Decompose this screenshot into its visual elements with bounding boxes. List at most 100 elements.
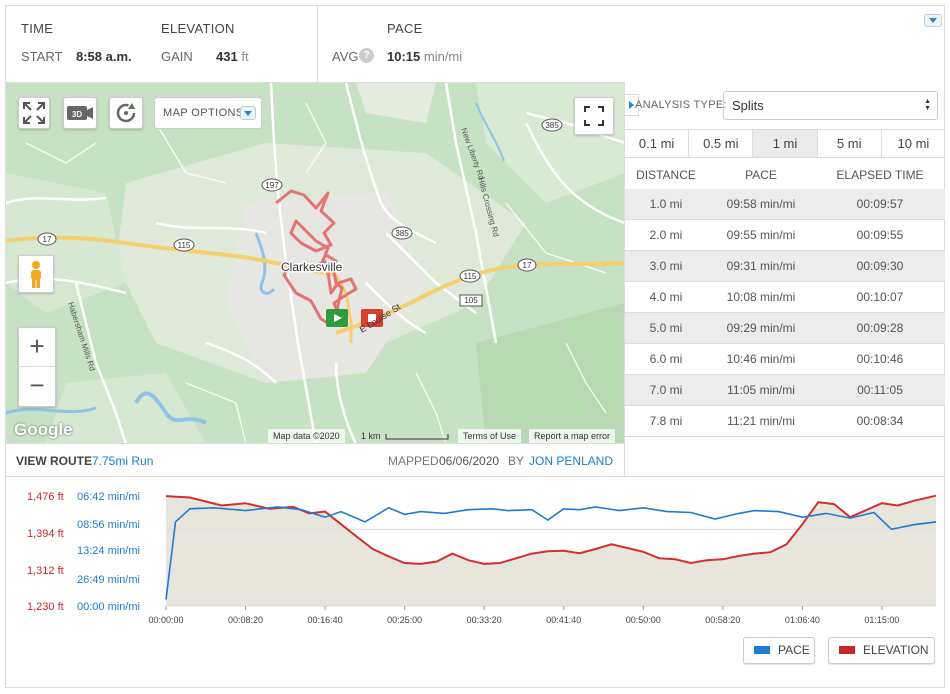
route-distance-link[interactable]: 7.75mi Run: [92, 454, 154, 468]
zoom-in-button[interactable]: +: [19, 328, 55, 367]
split-pace: 10:46 min/mi: [726, 352, 796, 366]
road-17-label-a: 17: [43, 235, 52, 244]
panel-toggle-button[interactable]: [625, 94, 639, 116]
col-elapsed-time: ELAPSED TIME: [836, 168, 924, 182]
pace-series-line: [165, 506, 937, 600]
pace-swatch: [754, 645, 770, 654]
elevation-series-line: [165, 494, 937, 565]
zoom-control: + −: [18, 327, 56, 407]
map-3d-button[interactable]: 3D: [63, 97, 97, 129]
map-canvas[interactable]: 197 385 385 115 115 17 17 105 New Libert…: [6, 83, 624, 443]
legend-pace-toggle[interactable]: PACE: [743, 637, 815, 664]
road-17-label-b: 17: [523, 261, 532, 270]
table-row: 5.0 mi 09:29 min/mi 00:09:28: [625, 313, 945, 344]
x-tick-label: 00:50:00: [625, 615, 661, 625]
split-elapsed: 00:09:28: [856, 321, 904, 335]
tab-0-1-mi[interactable]: 0.1 mi: [625, 130, 690, 157]
split-elapsed: 00:09:57: [856, 197, 904, 211]
route-author-link[interactable]: JON PENLAND: [529, 454, 614, 468]
gain-number: 431: [216, 49, 238, 64]
table-row: 7.8 mi 11:21 min/mi 00:08:34: [625, 406, 945, 437]
tab-1-mi[interactable]: 1 mi: [753, 130, 818, 157]
rotate-icon: [116, 103, 136, 123]
split-distance: 3.0 mi: [649, 259, 683, 273]
table-row: 6.0 mi 10:46 min/mi 00:10:46: [625, 344, 945, 375]
time-heading: TIME: [21, 21, 54, 36]
chevron-down-icon: [240, 106, 256, 120]
mapped-date: 06/06/2020: [439, 454, 500, 468]
col-pace: PACE: [745, 168, 777, 182]
avg-pace-value: 10:15 min/mi: [387, 49, 462, 64]
gain-unit: ft: [241, 49, 249, 64]
x-tick-label: 01:15:00: [864, 615, 900, 625]
map-options-label: MAP OPTIONS: [163, 107, 244, 119]
zoom-out-button[interactable]: −: [29, 370, 45, 400]
pace-tick-1: 06:42 min/mi: [77, 491, 140, 503]
x-tick-label: 00:16:40: [307, 615, 343, 625]
by-label: BY: [508, 454, 525, 468]
map-fullscreen-toggle[interactable]: [574, 97, 614, 135]
table-row: 2.0 mi 09:55 min/mi 00:09:55: [625, 220, 945, 251]
map-attribution: Map data ©2020: [268, 429, 345, 443]
route-map[interactable]: 197 385 385 115 115 17 17 105 New Libert…: [5, 82, 624, 443]
analysis-type-value: Splits: [732, 98, 764, 113]
town-label: Clarkesville: [281, 260, 343, 274]
terms-of-use-link[interactable]: Terms of Use: [458, 429, 522, 443]
street-view-pegman[interactable]: [18, 255, 54, 293]
rotate-map-button[interactable]: [109, 97, 143, 129]
expand-icon: [23, 102, 45, 124]
pegman-icon: [31, 261, 41, 288]
road-105-label: 105: [464, 296, 478, 305]
table-row: 1.0 mi 09:58 min/mi 00:09:57: [625, 189, 945, 220]
3d-camera-icon: 3D: [67, 106, 93, 120]
road-385-label-a: 385: [545, 121, 559, 130]
elevation-area: [166, 495, 936, 606]
avg-pace-unit: min/mi: [423, 49, 463, 64]
split-distance: 7.0 mi: [649, 383, 683, 397]
table-row: 3.0 mi 09:31 min/mi 00:09:30: [625, 251, 945, 282]
road-115-label-b: 115: [464, 272, 477, 281]
tab-5-mi[interactable]: 5 mi: [818, 130, 882, 157]
road-385-label-b: 385: [395, 229, 409, 238]
report-map-error-link[interactable]: Report a map error: [529, 429, 616, 443]
start-label: START: [21, 49, 63, 64]
pace-tick-5: 00:00 min/mi: [77, 601, 140, 613]
tab-0-5-mi[interactable]: 0.5 mi: [689, 130, 754, 157]
road-115-label-a: 115: [178, 241, 191, 250]
splits-table-header: DISTANCE PACE ELAPSED TIME: [625, 158, 945, 190]
split-distance: 2.0 mi: [649, 228, 683, 242]
road-197-label: 197: [265, 181, 279, 190]
view-route-label: VIEW ROUTE: [16, 454, 93, 468]
summary-divider: [317, 6, 318, 84]
x-tick-label: 01:06:40: [784, 615, 820, 625]
avg-pace-number: 10:15: [387, 49, 421, 64]
split-elapsed: 00:11:05: [857, 383, 903, 397]
select-arrows-icon: ▲ ▼: [924, 98, 931, 112]
help-icon[interactable]: ?: [359, 48, 374, 63]
split-elapsed: 00:09:30: [856, 259, 904, 273]
legend-elevation-toggle[interactable]: ELEVATION: [828, 637, 935, 664]
elevation-heading: ELEVATION: [161, 21, 235, 36]
elev-tick-4: 1,230 ft: [27, 601, 64, 613]
fullscreen-icon: [584, 106, 604, 126]
split-pace: 09:31 min/mi: [726, 259, 796, 273]
3d-label: 3D: [72, 110, 82, 119]
elev-tick-3: 1,312 ft: [27, 565, 64, 577]
gain-label: GAIN: [161, 49, 193, 64]
pace-tick-4: 26:49 min/mi: [77, 574, 140, 586]
tab-10-mi[interactable]: 10 mi: [897, 136, 930, 151]
gain-value: 431 ft: [216, 49, 249, 64]
pace-tick-2: 08:56 min/mi: [77, 519, 140, 531]
map-options-dropdown[interactable]: MAP OPTIONS: [154, 97, 262, 129]
chart-plot-area[interactable]: [6, 477, 946, 627]
split-distance: 4.0 mi: [649, 290, 683, 304]
start-value: 8:58 a.m.: [76, 49, 132, 64]
elev-tick-2: 1,394 ft: [27, 528, 64, 540]
collapse-summary-button[interactable]: [924, 14, 942, 27]
analysis-type-label: ANALYSIS TYPE:: [635, 99, 727, 111]
fullscreen-map-button[interactable]: [18, 97, 50, 129]
table-row: 4.0 mi 10:08 min/mi 00:10:07: [625, 282, 945, 313]
x-tick-label: 00:41:40: [546, 615, 582, 625]
analysis-type-select[interactable]: Splits ▲ ▼: [723, 91, 938, 120]
col-distance: DISTANCE: [636, 168, 696, 182]
